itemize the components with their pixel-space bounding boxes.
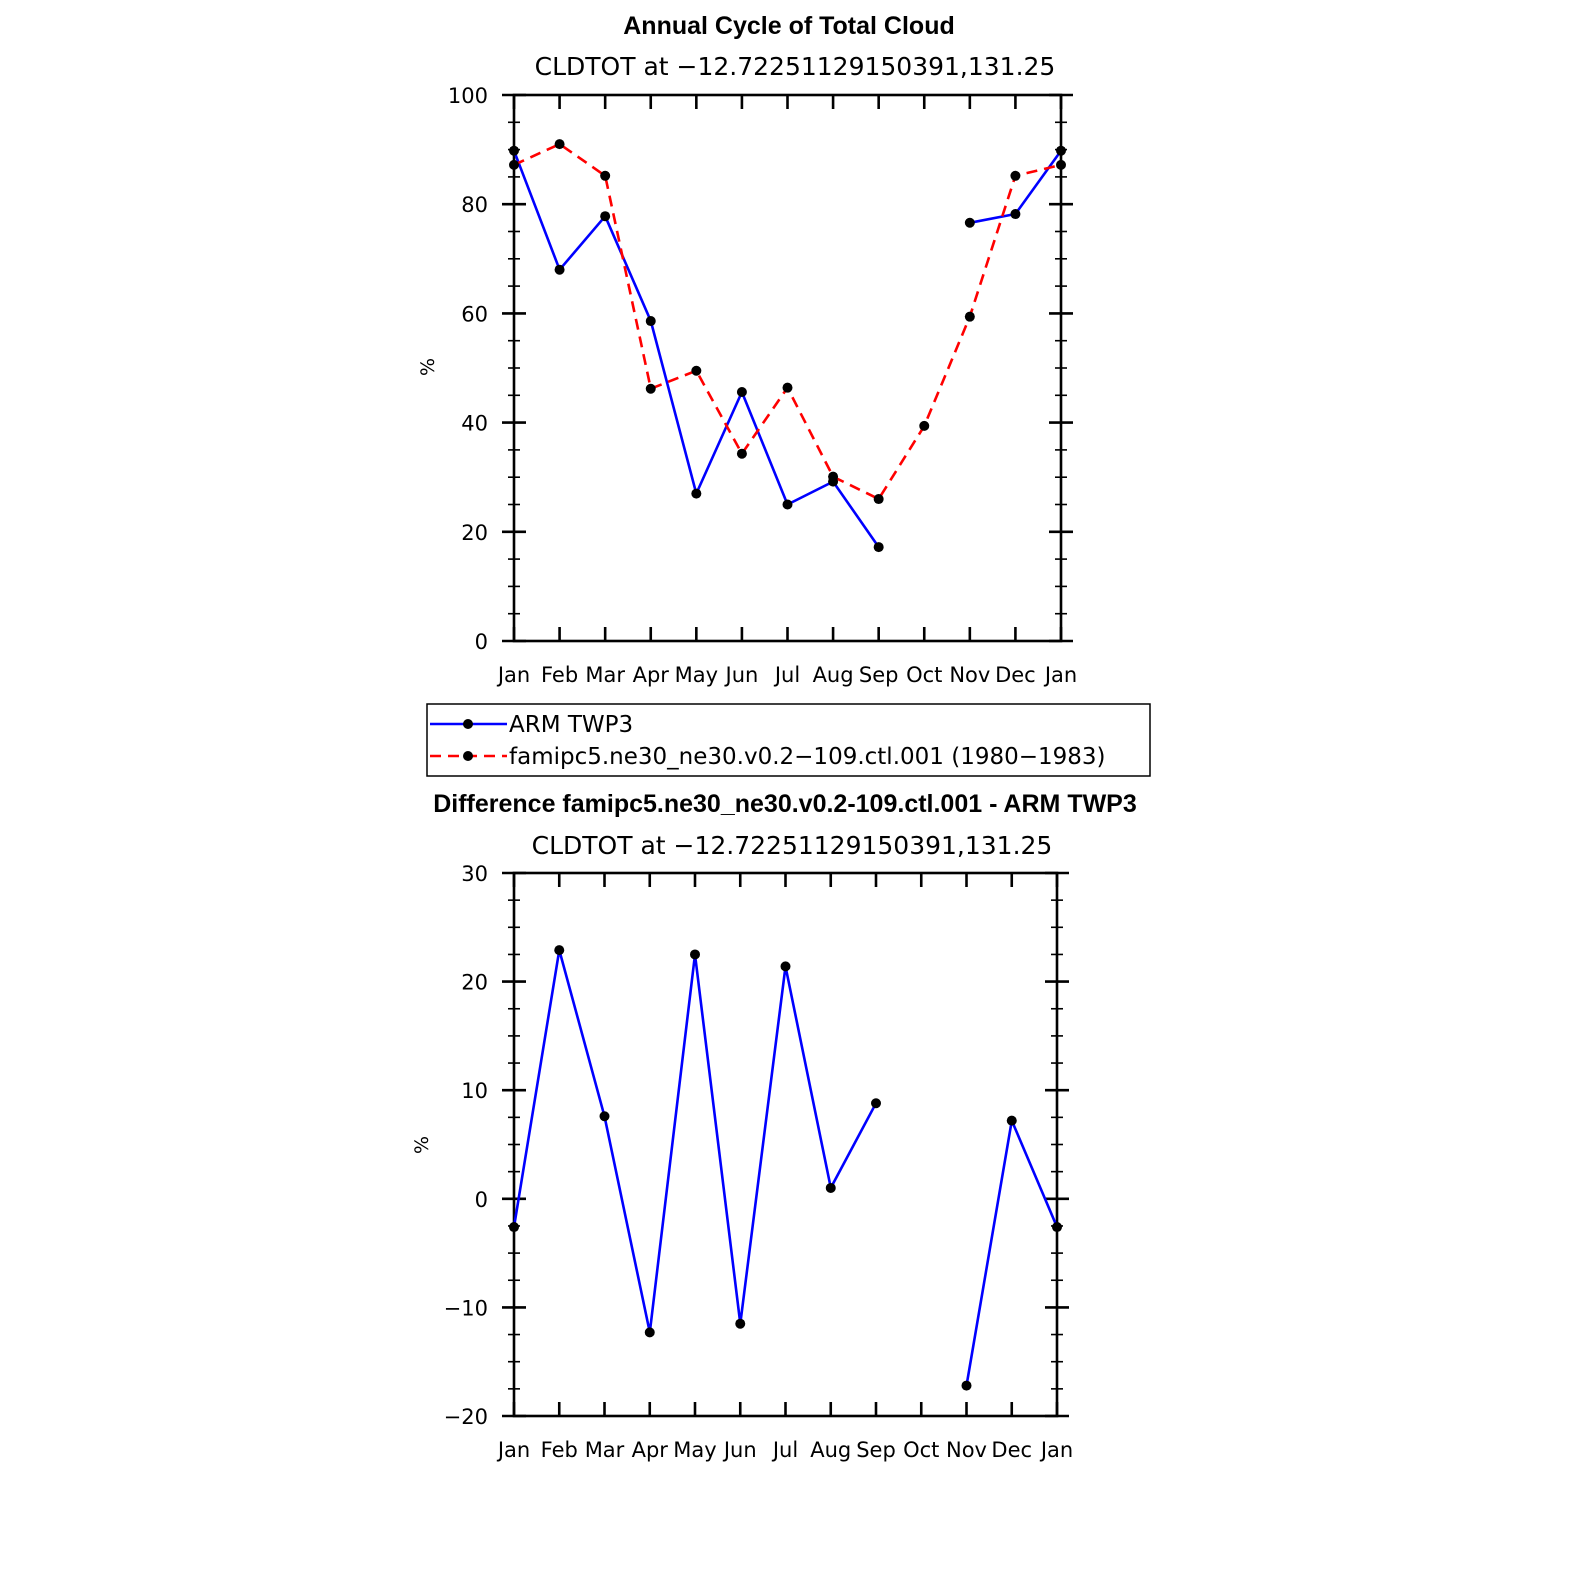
bottom-x-tick-label: Jan <box>1039 1438 1073 1462</box>
top-series-0-point <box>1010 209 1021 220</box>
top-x-tick-label: Sep <box>859 663 899 687</box>
bottom-x-tick-label: Oct <box>903 1438 939 1462</box>
top-series-line-1 <box>513 142 1062 501</box>
top-series-1-point <box>964 311 975 322</box>
bottom-series-line-0 <box>965 1119 1059 1386</box>
bottom-series-0-point <box>599 1111 610 1122</box>
legend-marker-model <box>463 751 473 761</box>
top-series-1-point <box>554 139 565 150</box>
bottom-y-tick-label: 10 <box>461 1079 488 1103</box>
top-series-1-point <box>1010 170 1021 181</box>
top-panel: Annual Cycle of Total Cloud CLDTOT at −1… <box>417 12 1077 687</box>
bottom-chart-subtitle: CLDTOT at −12.72251129150391,131.25 <box>532 831 1053 860</box>
top-plot-frame <box>512 93 1063 643</box>
top-series-1-point <box>645 383 656 394</box>
top-series-0-point <box>782 499 793 510</box>
top-x-tick-label: Nov <box>949 663 990 687</box>
top-y-tick-label: 80 <box>461 193 488 217</box>
top-series-0-point <box>691 488 702 499</box>
top-y-tick-label: 40 <box>461 412 488 436</box>
bottom-series-0-point <box>509 1222 519 1233</box>
top-series-0-point <box>1056 145 1066 156</box>
bottom-series-0-point <box>690 949 700 960</box>
top-x-tick-label: Aug <box>813 663 854 687</box>
bottom-y-axis-label: % <box>411 1136 433 1154</box>
bottom-series-0-point <box>961 1380 972 1391</box>
top-x-tick-label: Dec <box>995 663 1036 687</box>
bottom-x-tick-label: Mar <box>585 1438 625 1462</box>
legend-label-model: famipc5.ne30_ne30.v0.2−109.ctl.001 (1980… <box>509 744 1106 770</box>
bottom-series-0-point <box>644 1327 655 1338</box>
top-series-0-point <box>964 217 975 228</box>
bottom-x-tick-label: Nov <box>946 1438 987 1462</box>
top-series-line-0 <box>512 150 880 548</box>
bottom-series-0-point <box>780 961 791 972</box>
bottom-x-tick-label: May <box>673 1438 716 1462</box>
top-x-tick-label: Oct <box>906 663 942 687</box>
legend-marker-arm <box>463 719 473 729</box>
top-series-0-point <box>645 316 656 327</box>
top-x-tick-label: Feb <box>541 663 578 687</box>
top-series-0-point <box>554 264 565 275</box>
top-series-1-point <box>919 420 930 431</box>
top-y-tick-label: 60 <box>461 302 488 326</box>
top-x-tick-label: Mar <box>585 663 625 687</box>
top-series-1-point <box>873 494 884 505</box>
top-y-axis-label: % <box>417 358 439 376</box>
bottom-series-0-point <box>1052 1222 1062 1233</box>
bottom-x-tick-label: Jan <box>496 1438 530 1462</box>
bottom-series-0-point <box>735 1318 746 1329</box>
bottom-y-tick-label: 30 <box>461 862 488 886</box>
legend: ARM TWP3 famipc5.ne30_ne30.v0.2−109.ctl.… <box>426 703 1151 777</box>
top-series-1-point <box>1056 159 1066 170</box>
top-series-0-point <box>600 211 611 222</box>
top-series-0-point <box>873 542 884 553</box>
bottom-y-tick-label: 20 <box>461 971 488 995</box>
bottom-y-tick-label: −10 <box>444 1296 488 1320</box>
bottom-y-tick-label: 0 <box>475 1188 488 1212</box>
bottom-x-tick-label: Feb <box>541 1438 578 1462</box>
top-x-tick-label: Jun <box>724 663 759 687</box>
top-x-tick-label: Apr <box>633 663 670 687</box>
top-series-0-point <box>509 145 519 156</box>
bottom-series-0-point <box>1006 1115 1017 1126</box>
top-x-tick-label: Jul <box>773 663 800 687</box>
top-series-0-point <box>736 387 747 398</box>
legend-label-arm: ARM TWP3 <box>509 712 633 738</box>
bottom-x-tick-label: Sep <box>856 1438 896 1462</box>
top-series-1-point <box>691 365 702 376</box>
top-y-tick-label: 100 <box>448 84 488 108</box>
top-series-1-point <box>782 382 793 393</box>
top-series-1-point <box>828 471 839 482</box>
bottom-x-tick-label: Jul <box>771 1438 798 1462</box>
top-x-tick-label: Jan <box>1043 663 1077 687</box>
bottom-x-tick-label: Aug <box>810 1438 851 1462</box>
bottom-y-tick-label: −20 <box>444 1405 488 1429</box>
bottom-series-0-point <box>554 945 565 956</box>
top-y-tick-label: 20 <box>461 521 488 545</box>
top-y-tick-label: 0 <box>475 630 488 654</box>
bottom-x-tick-label: Dec <box>991 1438 1032 1462</box>
top-series-1-point <box>736 448 747 459</box>
top-x-tick-label: Jan <box>496 663 530 687</box>
top-chart-title: Annual Cycle of Total Cloud <box>623 12 954 40</box>
bottom-chart-title: Difference famipc5.ne30_ne30.v0.2-109.ct… <box>433 790 1137 818</box>
bottom-x-tick-label: Jun <box>722 1438 757 1462</box>
top-chart-subtitle: CLDTOT at −12.72251129150391,131.25 <box>535 52 1056 81</box>
bottom-series-0-point <box>871 1098 881 1109</box>
bottom-panel: Difference famipc5.ne30_ne30.v0.2-109.ct… <box>411 790 1137 1462</box>
bottom-x-tick-label: Apr <box>632 1438 669 1462</box>
top-series-1-point <box>509 159 519 170</box>
legend-box <box>426 703 1151 777</box>
top-x-tick-label: May <box>675 663 718 687</box>
top-series-1-point <box>600 170 611 181</box>
bottom-series-line-0 <box>512 948 878 1334</box>
bottom-series-0-point <box>825 1182 836 1193</box>
